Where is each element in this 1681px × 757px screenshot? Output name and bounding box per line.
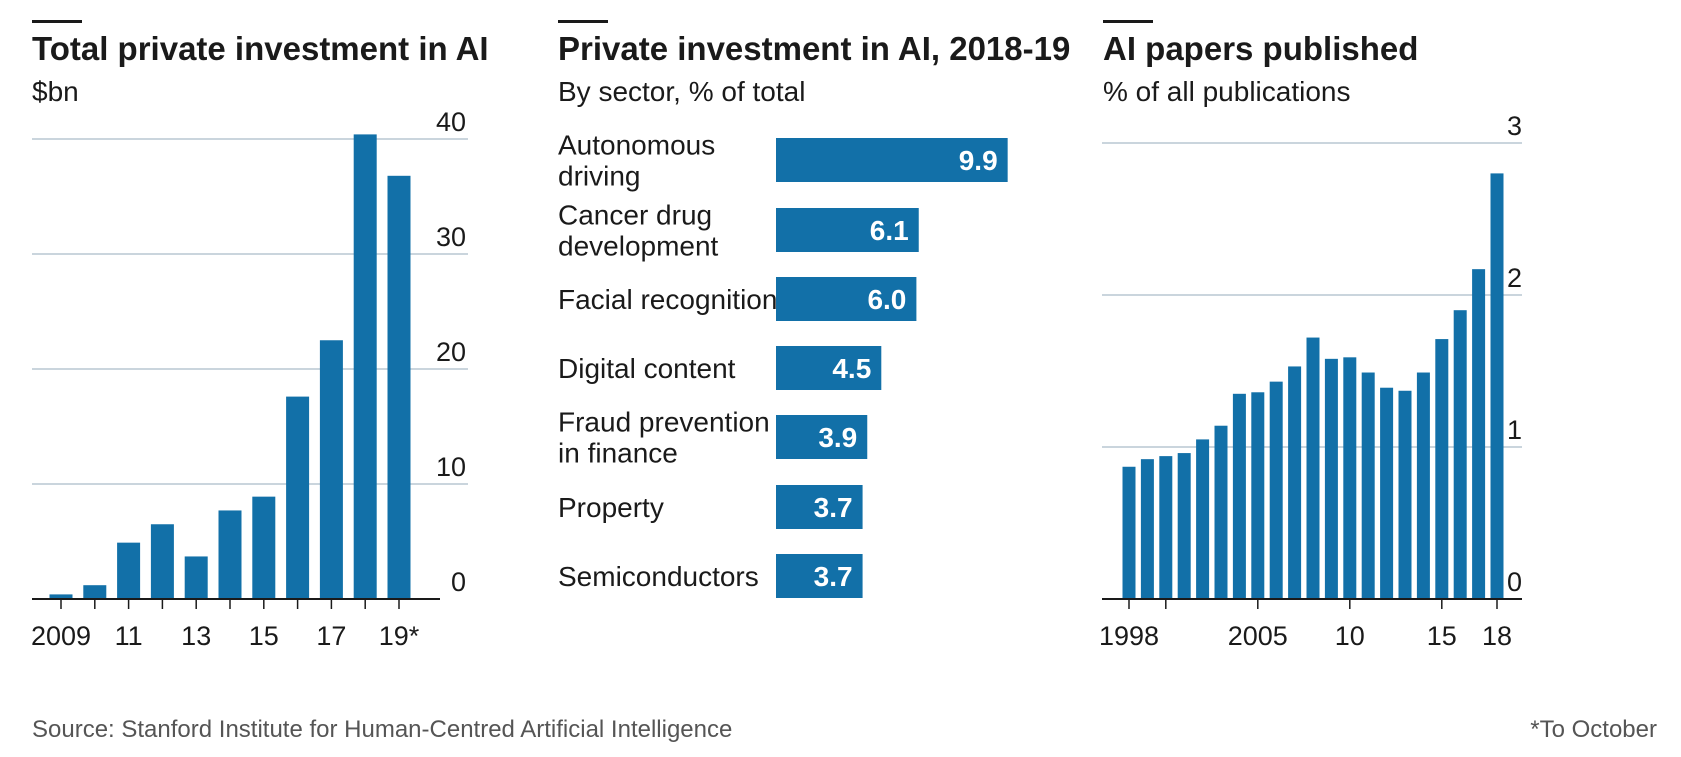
bar-value-label: 6.1: [870, 215, 909, 246]
category-label: Cancer drug: [558, 200, 712, 231]
bar: [319, 340, 343, 599]
bar: [1122, 466, 1136, 599]
x-tick-label: 15: [249, 621, 279, 651]
bar: [1306, 337, 1320, 599]
chart-title: Private investment in AI, 2018-19: [558, 30, 1071, 67]
x-tick-label: 13: [181, 621, 211, 651]
bar: [1472, 269, 1486, 599]
bar: [150, 524, 174, 599]
category-label: Digital content: [558, 353, 736, 384]
chart-title: Total private investment in AI: [32, 30, 489, 67]
bar: [1324, 358, 1338, 599]
bar: [1159, 456, 1173, 599]
bar: [1214, 425, 1228, 599]
y-tick-label: 0: [1507, 567, 1522, 597]
x-tick-label: 15: [1427, 621, 1457, 651]
title-rule: [32, 20, 82, 23]
chart-title: AI papers published: [1103, 30, 1419, 67]
category-label: Facial recognition: [558, 284, 777, 315]
y-tick-label: 30: [436, 222, 466, 252]
bar: [776, 485, 863, 529]
bar: [1453, 310, 1467, 599]
category-label: in finance: [558, 438, 678, 469]
x-tick-label: 11: [115, 621, 143, 651]
bar: [387, 175, 411, 600]
footnote: *To October: [1530, 716, 1657, 743]
bar: [776, 138, 1008, 182]
category-label: development: [558, 231, 719, 262]
bar: [1343, 357, 1357, 599]
bar: [1380, 387, 1394, 599]
bar: [1269, 381, 1283, 599]
bar: [1140, 459, 1154, 599]
bar: [776, 554, 863, 598]
y-tick-label: 1: [1507, 415, 1522, 445]
bar-value-label: 3.9: [818, 422, 857, 453]
y-tick-label: 20: [436, 337, 466, 367]
bar: [776, 208, 919, 252]
bar: [1490, 173, 1504, 599]
y-tick-label: 3: [1507, 111, 1522, 141]
bar: [49, 594, 73, 599]
bar: [1288, 366, 1302, 599]
source-note: Source: Stanford Institute for Human-Cen…: [32, 716, 733, 743]
x-tick-label: 10: [1335, 621, 1365, 651]
x-tick-label: 2005: [1228, 621, 1288, 651]
bar: [776, 277, 917, 321]
bar: [1416, 372, 1430, 599]
bar: [1196, 439, 1210, 599]
y-tick-label: 40: [436, 107, 466, 137]
bar: [218, 510, 242, 599]
bar-value-label: 6.0: [867, 284, 906, 315]
papers-bar-chart: 0 1 2 3 1998 2005 10 15 18: [1099, 111, 1522, 651]
category-label: driving: [558, 161, 640, 192]
x-tick-label: 17: [316, 621, 346, 651]
bar: [1361, 372, 1375, 599]
category-label: Fraud prevention: [558, 407, 770, 438]
chart-subtitle: $bn: [32, 76, 79, 107]
bar: [353, 134, 377, 599]
bar: [1398, 390, 1412, 599]
category-label: Autonomous: [558, 130, 715, 161]
title-rule: [558, 20, 608, 23]
bar: [1435, 339, 1449, 599]
bar: [776, 415, 868, 459]
y-tick-label: 0: [451, 567, 466, 597]
bar-value-label: 4.5: [832, 353, 871, 384]
bar: [286, 396, 310, 599]
bar: [184, 556, 208, 599]
bar: [117, 542, 141, 599]
y-tick-label: 2: [1507, 263, 1522, 293]
x-tick-label: 1998: [1099, 621, 1159, 651]
bar: [1232, 393, 1246, 599]
bar: [83, 585, 107, 599]
bar-value-label: 3.7: [814, 561, 853, 592]
title-rule: [1103, 20, 1153, 23]
chart-subtitle: By sector, % of total: [558, 76, 806, 107]
x-tick-label: 18: [1482, 621, 1512, 651]
bar: [1251, 392, 1265, 599]
category-label: Property: [558, 492, 664, 523]
chart-subtitle: % of all publications: [1103, 76, 1351, 107]
investment-bar-chart: 0 10 20 30 40 2009 11 13 15 17 19*: [31, 107, 468, 651]
bar: [1177, 453, 1191, 599]
bar-value-label: 3.7: [814, 492, 853, 523]
bar: [252, 496, 276, 599]
bar: [776, 346, 882, 390]
category-label: Semiconductors: [558, 561, 759, 592]
y-tick-label: 10: [436, 452, 466, 482]
x-tick-label: 19*: [379, 621, 420, 651]
x-tick-label: 2009: [31, 621, 91, 651]
bar-value-label: 9.9: [959, 145, 998, 176]
